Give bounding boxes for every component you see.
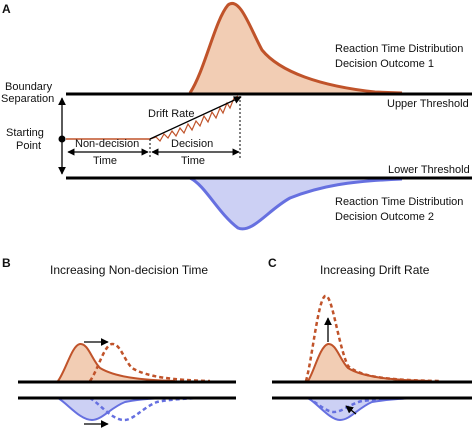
b-lower-dashed-curve [89,396,211,422]
panel-c: C Increasing Drift Rate [268,256,472,422]
panel-b-title: Increasing Non-decision Time [50,263,208,277]
upper-threshold-label: Upper Threshold [387,98,469,110]
panel-c-title: Increasing Drift Rate [320,263,430,277]
c-upper-solid-fill [308,343,430,381]
lower-rt-distribution-curve [189,176,403,231]
c-lower-drift-arrow [345,405,357,415]
rt-lower-label-2: Decision Outcome 2 [335,211,434,223]
lower-rt-distribution [190,178,402,229]
lower-threshold-label: Lower Threshold [388,164,470,176]
rt-lower-label-1: Reaction Time Distribution [335,196,463,208]
boundary-label-1: Boundary [5,81,53,93]
b-upper-solid-curve [57,343,176,382]
c-upper-dashed-curve [304,294,441,383]
boundary-label-2: Separation [1,93,54,105]
evidence-trace [149,95,239,142]
upper-rt-distribution-curve [188,1,403,95]
rt-upper-label-2: Decision Outcome 1 [335,58,434,70]
rt-upper-label-1: Reaction Time Distribution [335,43,463,55]
non-decision-label-2: Time [93,155,117,167]
drift-rate-arrow [149,96,242,140]
panel-b: B Increasing Non-decision Time [2,256,236,428]
starting-label-2: Point [16,140,41,152]
c-upper-solid-curve [307,343,431,382]
b-lower-solid-fill [58,398,175,420]
panel-a-letter: A [2,2,11,16]
panel-c-letter: C [268,256,277,270]
b-upper-solid-fill [58,343,175,381]
starting-label-1: Starting [6,127,44,139]
drift-rate-label: Drift Rate [148,108,194,120]
starting-point-marker [58,135,66,143]
c-lower-solid-fill [308,398,430,420]
panel-b-letter: B [2,256,11,270]
decision-label-1: Decision [171,138,213,150]
non-decision-label-1: Non-decision [75,138,139,150]
upper-rt-distribution [190,3,402,93]
panel-a: A Boundary Separation Starting Point Dri… [1,1,472,231]
decision-label-2: Time [181,155,205,167]
